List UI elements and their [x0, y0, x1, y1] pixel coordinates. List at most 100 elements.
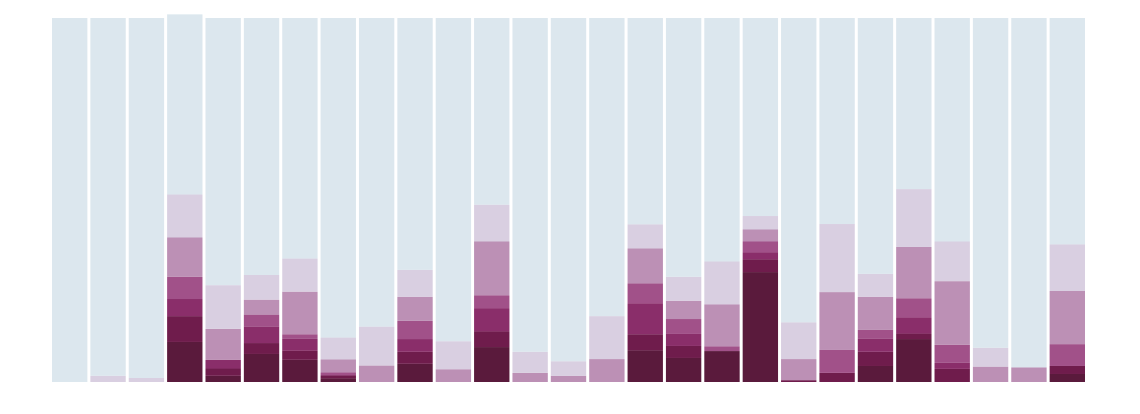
bar-segment-24-s6: [934, 241, 970, 282]
bar-segment-21-s2: [819, 372, 855, 382]
bar-segment-23-s7: [896, 18, 932, 190]
bar-segment-7-s2: [282, 350, 318, 360]
bar-segment-7-s5: [282, 291, 318, 335]
bar-segment-19-s5: [742, 229, 779, 242]
bar-segment-6-s1: [243, 353, 280, 382]
bar-segment-13-s7: [512, 18, 548, 352]
bar-segment-22-s3: [857, 338, 894, 352]
bar-segment-9-s7: [358, 18, 395, 327]
bar-segment-5-s6: [205, 285, 241, 329]
bar-segment-5-s7: [205, 18, 241, 286]
bar-segment-22-s4: [857, 329, 894, 339]
bar-segment-22-s7: [857, 18, 894, 274]
bar-segment-10-s4: [397, 320, 433, 340]
bar-segment-12-s6: [474, 204, 510, 242]
bar-segment-24-s4: [934, 344, 970, 363]
bar-segment-8-s7: [320, 18, 356, 338]
bar-segment-10-s3: [397, 339, 433, 352]
bar-segment-23-s6: [896, 189, 932, 247]
bar-segment-2-s7: [90, 18, 126, 376]
bar-segment-1-s7: [52, 18, 88, 382]
bar-segment-27-s2: [1049, 365, 1085, 374]
bar-segment-17-s2: [665, 345, 702, 358]
bar-segment-19-s2: [742, 259, 779, 273]
bar-segment-9-s5: [358, 365, 395, 382]
bar-segment-11-s5: [435, 369, 472, 382]
bar-segment-27-s7: [1049, 18, 1085, 245]
bar-segment-4-s1: [167, 341, 203, 382]
bar-segment-8-s1: [320, 378, 356, 382]
bar-segment-20-s5: [781, 359, 817, 381]
bar-segment-27-s6: [1049, 244, 1085, 291]
bar-segment-23-s2: [896, 333, 932, 340]
bar-segment-17-s6: [665, 276, 702, 301]
bar-segment-16-s2: [627, 334, 663, 351]
bar-segment-12-s5: [474, 241, 510, 296]
bar-segment-10-s5: [397, 296, 433, 321]
bar-segment-8-s6: [320, 337, 356, 360]
bar-segment-18-s7: [704, 18, 740, 262]
bar-segment-5-s5: [205, 328, 241, 360]
bar-segment-12-s4: [474, 295, 510, 309]
bar-segment-16-s4: [627, 283, 663, 304]
bar-segment-25-s7: [972, 18, 1009, 348]
bar-segment-19-s4: [742, 241, 779, 253]
bar-segment-6-s3: [243, 326, 280, 344]
bar-segment-14-s6: [550, 361, 587, 376]
bar-segment-7-s3: [282, 338, 318, 351]
bar-segment-15-s6: [589, 316, 625, 360]
bar-segment-4-s6: [167, 194, 203, 238]
bar-segment-10-s6: [397, 269, 433, 297]
bar-segment-6-s2: [243, 343, 280, 354]
bar-segment-17-s7: [665, 18, 702, 277]
bar-segment-10-s2: [397, 351, 433, 364]
bar-segment-16-s3: [627, 303, 663, 335]
bar-segment-19-s6: [742, 216, 779, 230]
bar-segment-4-s5: [167, 237, 203, 277]
bar-segment-5-s1: [205, 375, 241, 382]
bar-segment-13-s6: [512, 351, 548, 373]
bar-segment-17-s3: [665, 333, 702, 346]
bar-segment-12-s3: [474, 308, 510, 332]
bar-segment-23-s4: [896, 298, 932, 318]
bar-segment-6-s5: [243, 299, 280, 315]
bar-segment-20-s6: [781, 322, 817, 360]
bar-segment-26-s5: [1011, 367, 1047, 382]
bar-segment-5-s3: [205, 359, 241, 369]
bar-segment-10-s7: [397, 18, 433, 270]
bar-segment-20-s7: [781, 18, 817, 323]
bar-segment-15-s5: [589, 359, 625, 382]
bar-segment-18-s4: [704, 346, 740, 352]
bar-segment-22-s1: [857, 365, 894, 382]
bar-segment-27-s5: [1049, 291, 1085, 345]
bar-segment-19-s3: [742, 252, 779, 260]
bar-segment-21-s7: [819, 18, 855, 225]
bar-segment-3-s7: [128, 18, 165, 378]
bar-segment-11-s6: [435, 341, 472, 370]
bar-segment-14-s7: [550, 18, 587, 362]
bar-segment-23-s1: [896, 339, 932, 382]
bar-segment-9-s6: [358, 326, 395, 366]
bar-segment-18-s6: [704, 261, 740, 305]
bar-segment-6-s7: [243, 18, 280, 275]
bar-segment-24-s7: [934, 18, 970, 242]
bar-segment-22-s6: [857, 273, 894, 297]
bar-segment-19-s7: [742, 18, 779, 217]
bar-segment-12-s2: [474, 331, 510, 348]
bar-segment-17-s1: [665, 357, 702, 382]
bar-segment-24-s5: [934, 281, 970, 345]
bar-segment-6-s4: [243, 314, 280, 327]
bar-segment-8-s5: [320, 359, 356, 373]
bar-segment-14-s5: [550, 375, 587, 382]
bar-segment-13-s5: [512, 372, 548, 382]
bar-segment-12-s1: [474, 347, 510, 382]
bar-segment-8-s4: [320, 372, 356, 376]
bar-segment-27-s1: [1049, 373, 1085, 382]
bar-segment-10-s1: [397, 363, 433, 382]
bar-segment-21-s4: [819, 349, 855, 373]
bar-segment-4-s7: [167, 14, 203, 195]
bar-segment-5-s2: [205, 368, 241, 376]
bar-segment-21-s6: [819, 224, 855, 293]
bar-segment-7-s6: [282, 258, 318, 292]
bar-segment-8-s2: [320, 375, 356, 379]
